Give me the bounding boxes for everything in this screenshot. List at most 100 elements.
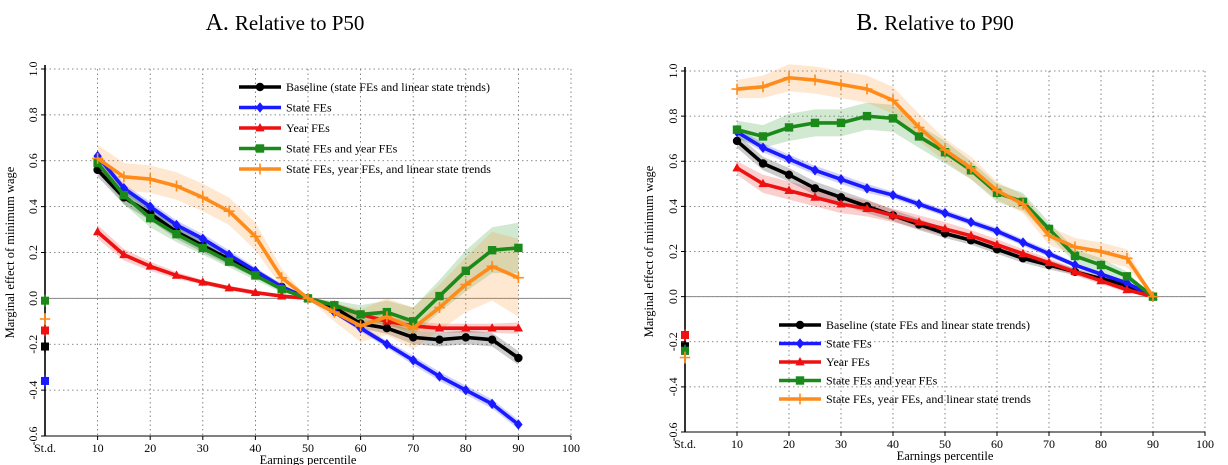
data-point <box>461 266 470 276</box>
data-point <box>784 185 794 194</box>
data-point <box>487 335 497 344</box>
data-point <box>409 317 418 326</box>
data-point <box>795 356 805 366</box>
legend-label: Year FEs <box>826 355 870 369</box>
data-point <box>409 355 418 366</box>
data-point <box>198 243 207 253</box>
data-point <box>1018 237 1028 248</box>
y-axis-title: Marginal effect of minimum wage <box>3 166 17 338</box>
x-tick-label: 30 <box>835 437 847 451</box>
confidence-band <box>97 153 519 336</box>
data-point <box>888 189 898 201</box>
data-point <box>224 257 234 266</box>
data-point <box>255 102 265 113</box>
data-point <box>355 320 367 332</box>
panel-label: B. <box>856 10 878 36</box>
panel-title: Relative to P50 <box>235 11 365 35</box>
data-point <box>1043 230 1055 242</box>
data-point <box>835 79 847 90</box>
data-point <box>250 287 261 297</box>
series-0 <box>97 163 519 365</box>
data-point <box>41 376 49 385</box>
std-marker <box>41 294 49 307</box>
data-point <box>862 111 872 121</box>
std-marker <box>681 328 689 341</box>
data-point <box>41 342 49 351</box>
data-point <box>435 291 444 301</box>
data-point <box>487 398 497 410</box>
legend-item: State FEs and year FEs <box>779 374 938 388</box>
series-2 <box>97 224 519 334</box>
x-tick-label: 70 <box>407 441 419 455</box>
x-tick-label: 90 <box>512 441 524 455</box>
confidence-band <box>97 163 519 365</box>
data-point <box>255 122 265 132</box>
data-point <box>1018 248 1028 258</box>
x-tick-label: 10 <box>731 437 743 451</box>
data-point <box>198 277 208 286</box>
data-point <box>461 323 471 332</box>
data-point <box>330 301 339 310</box>
x-tick-label: 10 <box>92 441 104 455</box>
y-tick-label: -0.4 <box>26 381 40 400</box>
data-point <box>514 419 523 430</box>
data-point <box>966 230 976 240</box>
data-point <box>914 198 924 210</box>
legend-item: State FEs <box>239 101 332 115</box>
data-point <box>732 125 742 134</box>
y-tick-label: 0.2 <box>666 244 680 259</box>
data-point <box>758 159 768 168</box>
y-tick-label: 0.6 <box>26 153 40 168</box>
data-point <box>810 165 820 176</box>
y-tick-label: 0.2 <box>26 245 40 260</box>
data-point <box>862 183 872 194</box>
data-point <box>810 192 820 201</box>
data-point <box>276 272 288 284</box>
x-tick-label: 20 <box>783 437 795 451</box>
data-point <box>172 229 181 239</box>
y-tick-label: -0.6 <box>666 423 680 442</box>
x-axis-title: Earnings percentile <box>897 449 994 463</box>
panel-title: Relative to P90 <box>884 11 1014 35</box>
x-tick-label: 40 <box>887 437 899 451</box>
data-point <box>382 339 392 350</box>
x-tick-label: 30 <box>197 441 209 455</box>
data-point <box>277 285 286 294</box>
data-point <box>862 203 872 212</box>
x-tick-label: 80 <box>460 441 472 455</box>
data-point <box>940 223 950 233</box>
series-line-group-4 <box>679 72 1159 364</box>
data-point <box>145 261 155 270</box>
data-point <box>939 144 951 156</box>
data-point <box>810 118 820 128</box>
legend-item: Year FEs <box>239 121 330 135</box>
data-point <box>1095 246 1107 257</box>
data-point <box>913 121 925 133</box>
data-point <box>757 81 769 93</box>
data-point <box>328 306 340 318</box>
chart-panel-b: B. Relative to P90 -0.6 -0.4 -0.2 0.0 0.2 0.4 0… <box>642 10 1214 463</box>
data-point <box>487 323 497 332</box>
data-point <box>382 323 392 333</box>
chart-panel-a: A. Relative to P50 -0.6 -0.4 -0.2 0.0 0.2 0.4 0… <box>3 10 580 465</box>
data-point <box>198 233 207 244</box>
data-point <box>836 118 846 128</box>
x-tick-label: 90 <box>1147 437 1159 451</box>
data-point <box>41 326 49 335</box>
data-point <box>1096 260 1106 270</box>
data-point <box>1017 198 1029 210</box>
data-point <box>381 311 393 323</box>
data-point <box>119 190 129 200</box>
data-point <box>1121 252 1133 264</box>
data-point <box>1070 266 1080 276</box>
data-point <box>681 330 689 339</box>
data-point <box>784 170 794 179</box>
data-point <box>1147 291 1159 303</box>
legend-label: Year FEs <box>286 121 330 135</box>
confidence-band <box>97 224 519 334</box>
data-point <box>435 335 444 344</box>
y-tick-label: 0.0 <box>26 291 40 306</box>
x-tick-label: 20 <box>144 441 156 455</box>
data-point <box>41 296 49 305</box>
